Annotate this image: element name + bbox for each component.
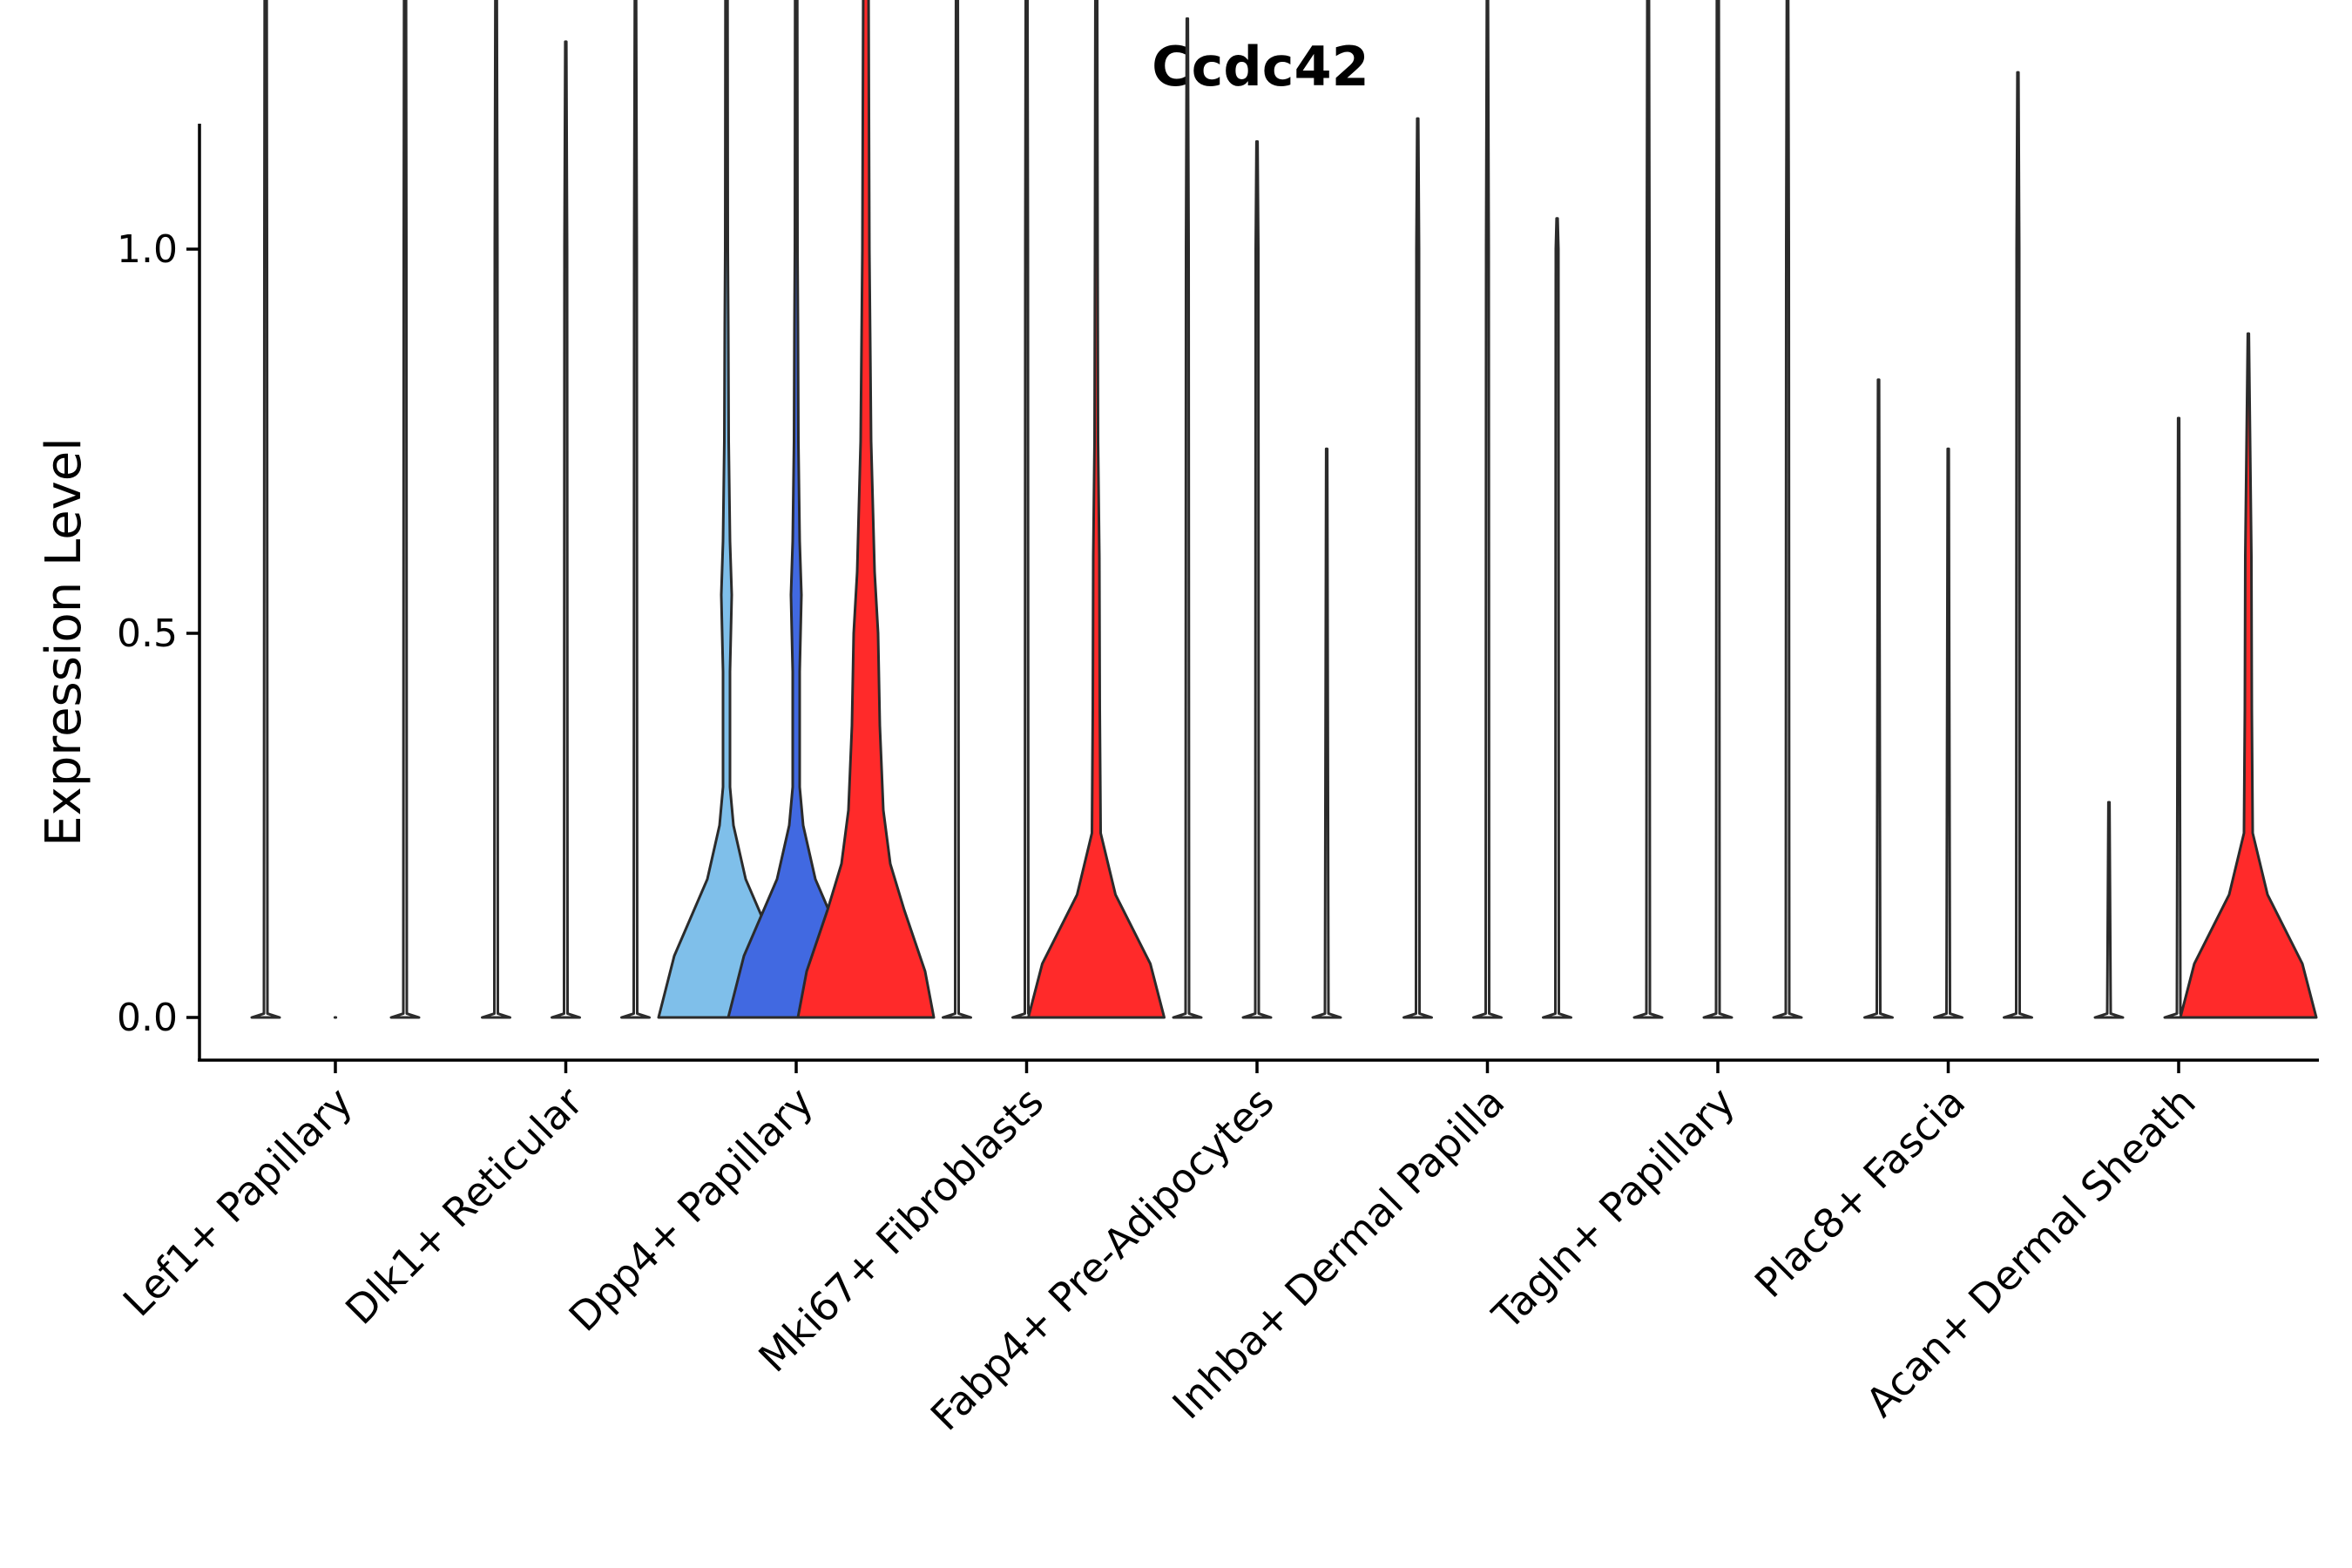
x-tick-label-plac8-fascia: Plac8+ Fascia xyxy=(1746,1078,1974,1307)
violin-plac8-fascia-slot-2 xyxy=(1933,447,1963,1019)
violin-tagln-papillary-slot-3 xyxy=(1772,0,1803,1019)
violin-dpp4-papillary-slot-1 xyxy=(657,0,796,1019)
violin-mki67-fibroblasts-slot-1 xyxy=(942,0,972,1019)
violin-dlk1-reticular-slot-1 xyxy=(481,0,511,1019)
violin-lef1-papillary-slot-1 xyxy=(250,0,281,1019)
chart-title: Ccdc42 xyxy=(1152,35,1369,98)
violin-tagln-papillary-slot-1 xyxy=(1632,0,1664,1019)
x-tick-label-dpp4-papillary: Dpp4+ Papillary xyxy=(560,1078,822,1341)
y-tick-label: 0.0 xyxy=(117,996,178,1040)
violins-layer xyxy=(250,0,2318,1019)
violin-dpp4-papillary-slot-3 xyxy=(796,0,936,1019)
x-tick-label-tagln-papillary: Tagln+ Papillary xyxy=(1483,1078,1744,1340)
violin-inhba-dermal-papilla-slot-3 xyxy=(1542,217,1572,1019)
violin-lef1-papillary-slot-3 xyxy=(389,0,421,1019)
y-tick-label: 0.5 xyxy=(117,612,178,656)
violin-acan-dermal-sheath-slot-3 xyxy=(2179,332,2318,1019)
violin-acan-dermal-sheath-slot-1 xyxy=(2093,801,2125,1019)
violin-tagln-papillary-slot-2 xyxy=(1702,0,1734,1019)
violin-acan-dermal-sheath-slot-2 xyxy=(2163,416,2194,1019)
violin-fabp4-pre-adipocytes-slot-1 xyxy=(1172,17,1203,1019)
violin-mki67-fibroblasts-slot-2 xyxy=(1011,0,1042,1019)
violin-inhba-dermal-papilla-slot-2 xyxy=(1472,0,1503,1019)
violin-dpp4-papillary-slot-2 xyxy=(727,0,866,1019)
violin-dlk1-reticular-slot-3 xyxy=(620,0,651,1019)
y-ticks: 0.00.51.01.52.0 xyxy=(117,227,199,1040)
violin-plac8-fascia-slot-3 xyxy=(2003,71,2033,1019)
x-tick-label-lef1-papillary: Lef1+ Papillary xyxy=(114,1078,362,1326)
violin-dlk1-reticular-slot-2 xyxy=(551,40,581,1019)
y-axis-label: Expression Level xyxy=(36,437,92,847)
x-tick-label-dlk1-reticular: Dlk1+ Reticular xyxy=(336,1078,591,1334)
violin-mki67-fibroblasts-slot-3 xyxy=(1027,0,1166,1019)
violin-fabp4-pre-adipocytes-slot-2 xyxy=(1241,140,1273,1019)
violin-plac8-fascia-slot-1 xyxy=(1863,378,1894,1019)
violin-fabp4-pre-adipocytes-slot-3 xyxy=(1311,447,1342,1019)
violin-inhba-dermal-papilla-slot-1 xyxy=(1402,117,1433,1019)
y-tick-label: 1.0 xyxy=(117,227,178,272)
